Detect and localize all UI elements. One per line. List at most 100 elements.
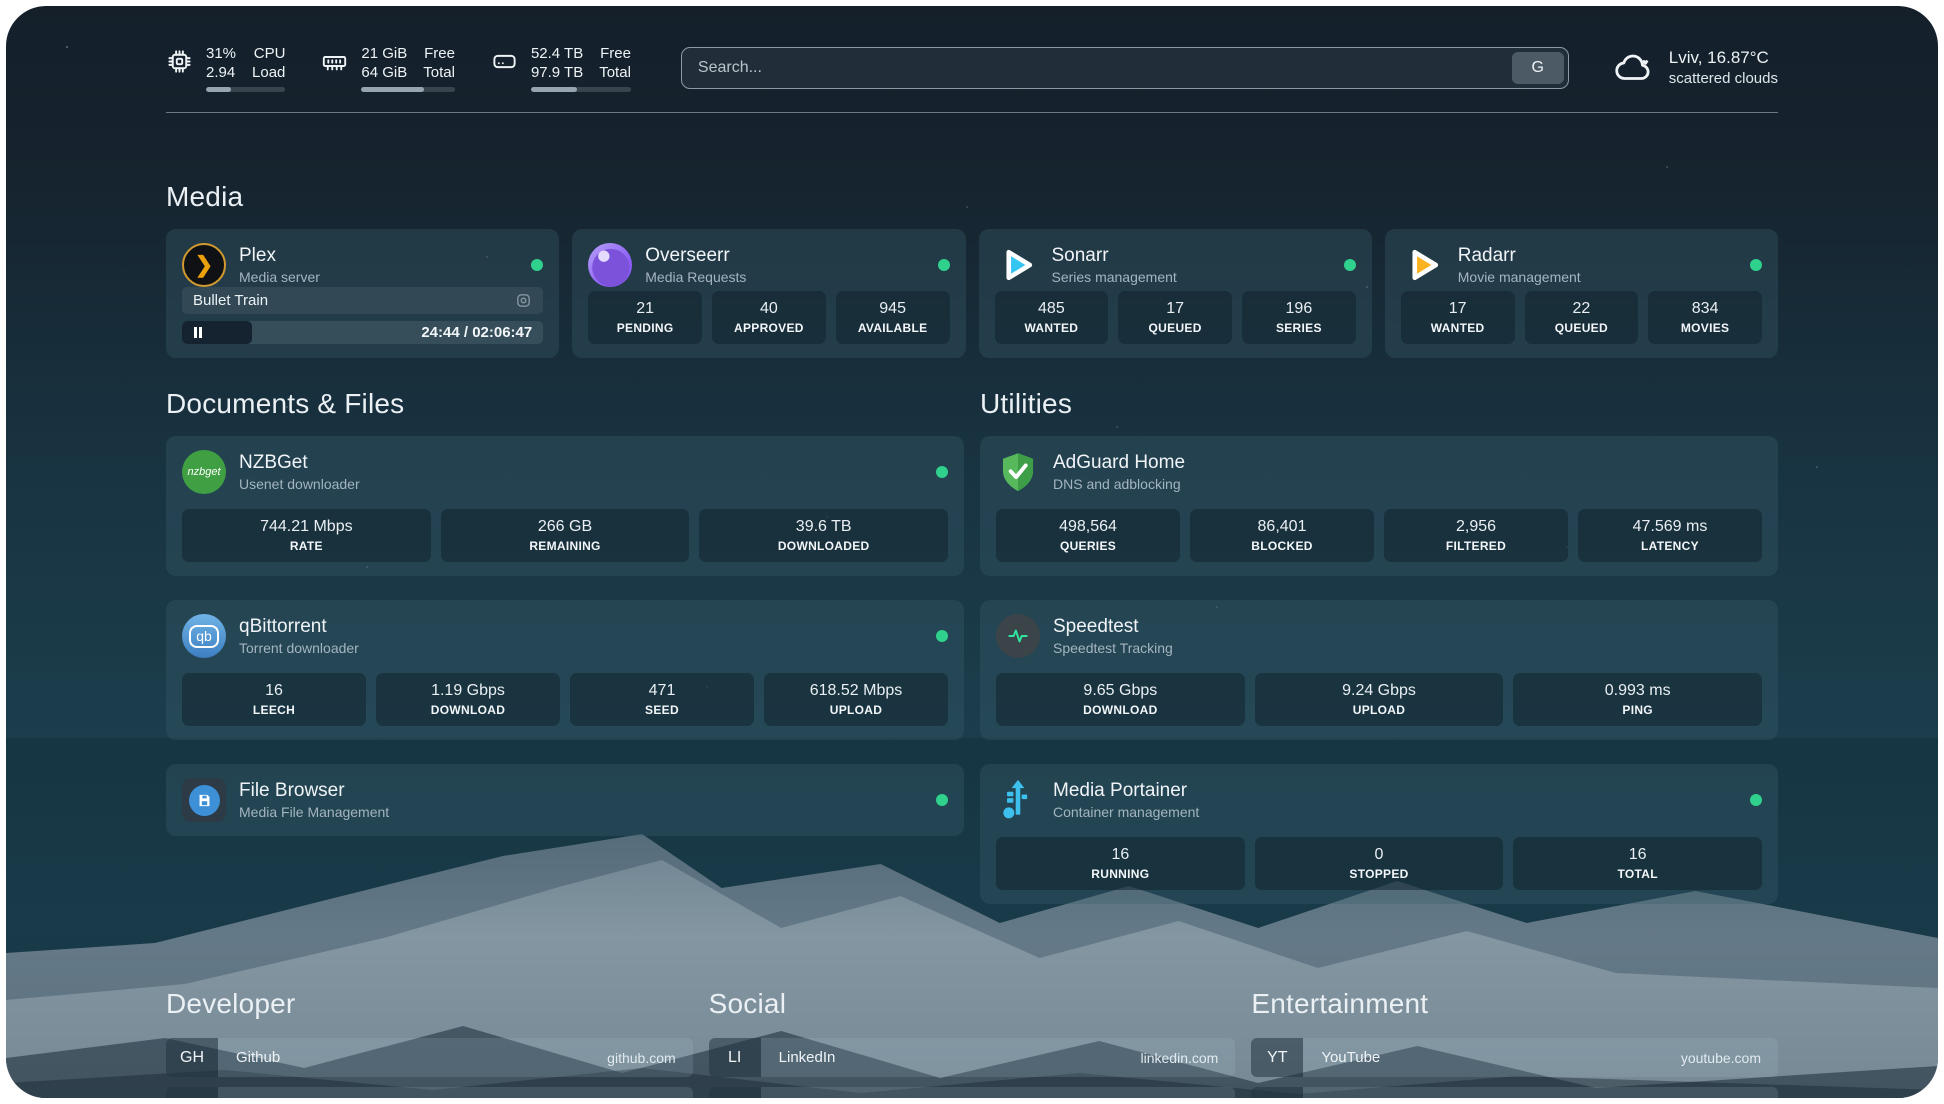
stat-box: 196 SERIES <box>1242 291 1356 344</box>
service-card-adguard[interactable]: AdGuard Home DNS and adblocking 498,564 … <box>980 436 1778 576</box>
bookmark-abbr: SO <box>166 1087 218 1098</box>
dashboard-panel: 31% 2.94 CPU Load <box>6 6 1938 1098</box>
cpu-progress-bar <box>206 87 286 92</box>
service-title: Speedtest <box>1053 615 1139 637</box>
stat-box: 485 WANTED <box>994 291 1109 344</box>
stat-box: 47.569 ms LATENCY <box>1578 509 1762 562</box>
header-bar: 31% 2.94 CPU Load <box>166 6 1778 92</box>
stat-box: 16 LEECH <box>182 673 366 726</box>
qbittorrent-icon: qb <box>182 614 226 658</box>
bookmark-abbr: LI <box>708 1038 761 1077</box>
bookmark-name: LinkedIn <box>778 1049 836 1066</box>
section-heading-entertainment: Entertainment <box>1251 988 1429 1019</box>
service-title: Plex <box>239 244 276 266</box>
plex-icon: ❯ <box>182 243 226 287</box>
memory-labels: Free Total <box>423 45 455 81</box>
bookmark-linkedin[interactable]: LI LinkedIn linkedin.com <box>708 1038 1236 1077</box>
search-bar: G <box>680 47 1569 89</box>
bookmark-twitter[interactable]: TW Twitter twitter.com <box>708 1087 1236 1098</box>
playback-progress-bar: 24:44 / 02:06:47 <box>182 321 544 344</box>
service-title: Radarr <box>1457 244 1516 266</box>
service-card-sonarr[interactable]: Sonarr Series management 485 WANTED 17 Q… <box>978 229 1372 358</box>
stat-box: 945 AVAILABLE <box>835 291 950 344</box>
section-heading-social: Social <box>708 988 787 1019</box>
bookmark-youtube[interactable]: YT YouTube youtube.com <box>1251 1038 1778 1077</box>
stat-box: 22 QUEUED <box>1524 291 1639 344</box>
status-online-dot <box>1343 259 1356 271</box>
bookmark-abbr: NF <box>1251 1087 1304 1098</box>
disk-progress-bar <box>530 87 631 92</box>
weather-widget[interactable]: Lviv, 16.87°C scattered clouds <box>1613 47 1778 89</box>
service-card-qbittorrent[interactable]: qb qBittorrent Torrent downloader 16 LEE… <box>166 600 964 740</box>
status-online-dot <box>1750 794 1762 806</box>
now-playing-row: Bullet Train <box>182 287 544 314</box>
disk-values: 52.4 TB 97.9 TB <box>530 45 584 81</box>
service-title: qBittorrent <box>239 615 327 637</box>
status-online-dot <box>937 259 950 271</box>
radarr-icon <box>1412 249 1438 281</box>
service-subtitle: Movie management <box>1457 268 1581 285</box>
stat-box: 744.21 Mbps RATE <box>182 509 431 562</box>
snow-specks <box>66 46 68 48</box>
disk-icon <box>493 54 516 69</box>
bookmark-stackoverflow[interactable]: SO StackOverflow stackoverflow.com <box>166 1087 693 1098</box>
service-subtitle: Series management <box>1051 268 1177 285</box>
status-online-dot <box>936 630 948 642</box>
documents-column: Documents & Files nzbget NZBGet Usenet d… <box>166 388 964 928</box>
status-online-dot <box>936 794 948 806</box>
stat-box: 2,956 FILTERED <box>1384 509 1568 562</box>
bookmark-abbr: GH <box>166 1038 218 1077</box>
search-input[interactable] <box>681 59 1512 77</box>
memory-progress-bar <box>361 87 455 92</box>
utilities-column: Utilities AdGuard Home <box>980 388 1778 928</box>
nzbget-icon: nzbget <box>182 450 226 494</box>
service-title: File Browser <box>239 779 345 801</box>
now-playing-title: Bullet Train <box>193 292 269 309</box>
service-card-plex[interactable]: ❯ Plex Media server Bullet Train <box>166 229 560 358</box>
service-card-radarr[interactable]: Radarr Movie management 17 WANTED 22 QUE… <box>1384 229 1778 358</box>
stat-box: 498,564 QUERIES <box>996 509 1180 562</box>
service-title: NZBGet <box>239 451 308 473</box>
portainer-icon <box>1003 779 1028 819</box>
service-card-overseerr[interactable]: Overseerr Media Requests 21 PENDING 40 A… <box>572 229 966 358</box>
service-card-filebrowser[interactable]: File Browser Media File Management <box>166 764 964 836</box>
stat-box: 1.19 Gbps DOWNLOAD <box>376 673 560 726</box>
sonarr-icon <box>1005 249 1032 281</box>
cpu-widget: 31% 2.94 CPU Load <box>166 44 286 92</box>
stat-box: 17 WANTED <box>1400 291 1515 344</box>
bookmark-url: youtube.com <box>1680 1049 1761 1066</box>
search-provider-button[interactable]: G <box>1511 52 1564 84</box>
status-online-dot <box>936 466 948 478</box>
bookmark-name: StackOverflow <box>218 1087 333 1098</box>
bookmark-group-entertainment: Entertainment YT YouTube youtube.com NF … <box>1251 988 1778 1098</box>
stat-box: 9.65 Gbps DOWNLOAD <box>996 673 1245 726</box>
service-subtitle: DNS and adblocking <box>1053 475 1181 492</box>
service-title: Media Portainer <box>1053 779 1188 801</box>
header-divider <box>166 112 1778 113</box>
service-card-portainer[interactable]: Media Portainer Container management 16 … <box>980 764 1778 904</box>
bookmark-github[interactable]: GH Github github.com <box>166 1038 693 1077</box>
speedtest-icon <box>996 614 1040 658</box>
disk-widget: 52.4 TB 97.9 TB Free Total <box>491 44 631 92</box>
stat-box: 266 GB REMAINING <box>440 509 690 562</box>
bookmark-name: Github <box>236 1049 281 1066</box>
bookmark-group-social: Social LI LinkedIn linkedin.com TW Twitt… <box>708 988 1236 1098</box>
service-card-nzbget[interactable]: nzbget NZBGet Usenet downloader 744.21 M… <box>166 436 964 576</box>
service-subtitle: Torrent downloader <box>239 639 359 656</box>
memory-widget: 21 GiB 64 GiB Free Total <box>321 44 455 92</box>
bookmark-name: Twitter <box>761 1087 823 1098</box>
bookmark-name: YouTube <box>1321 1049 1381 1066</box>
filebrowser-icon <box>182 778 226 822</box>
bookmark-group-developer: Developer GH Github github.com SO StackO… <box>166 988 693 1098</box>
stat-box: 16 RUNNING <box>996 837 1245 890</box>
pause-icon <box>194 327 202 338</box>
stat-box: 40 APPROVED <box>712 291 826 344</box>
bookmark-url: twitter.com <box>1151 1087 1235 1098</box>
service-card-speedtest[interactable]: Speedtest Speedtest Tracking 9.65 Gbps D… <box>980 600 1778 740</box>
weather-condition: scattered clouds <box>1668 70 1778 87</box>
memory-icon <box>323 56 347 71</box>
status-online-dot <box>531 259 544 271</box>
bookmark-netflix[interactable]: NF Netflix netflix.com <box>1251 1087 1778 1098</box>
service-subtitle: Usenet downloader <box>239 475 360 492</box>
bookmark-abbr: YT <box>1251 1038 1304 1077</box>
